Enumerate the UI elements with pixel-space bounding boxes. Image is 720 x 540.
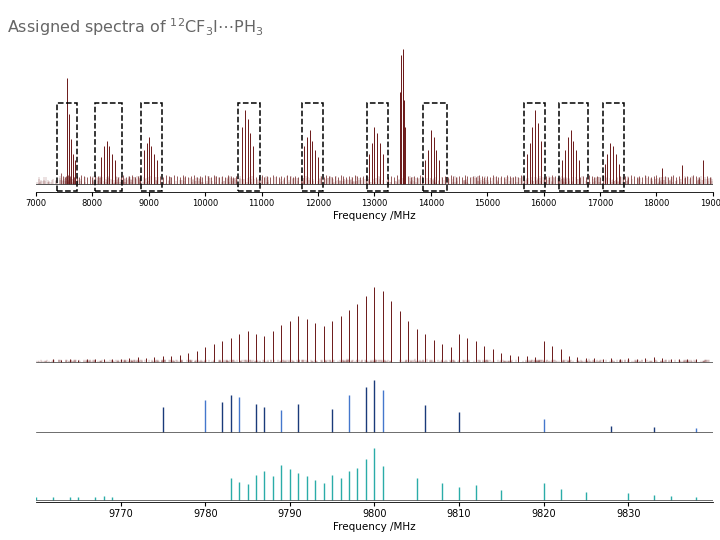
X-axis label: Frequency /MHz: Frequency /MHz [333,522,415,532]
Bar [423,103,446,191]
X-axis label: Frequency /MHz: Frequency /MHz [333,211,415,221]
Bar [302,103,323,191]
Bar [95,103,122,191]
Bar [141,103,162,191]
Bar [524,103,545,191]
Bar [559,103,588,191]
Bar [366,103,389,191]
Bar [58,103,77,191]
Text: Assigned spectra of $^{12}$CF$_3$I⋯PH$_3$: Assigned spectra of $^{12}$CF$_3$I⋯PH$_3… [7,16,264,38]
Bar [238,103,260,191]
Bar [603,103,624,191]
